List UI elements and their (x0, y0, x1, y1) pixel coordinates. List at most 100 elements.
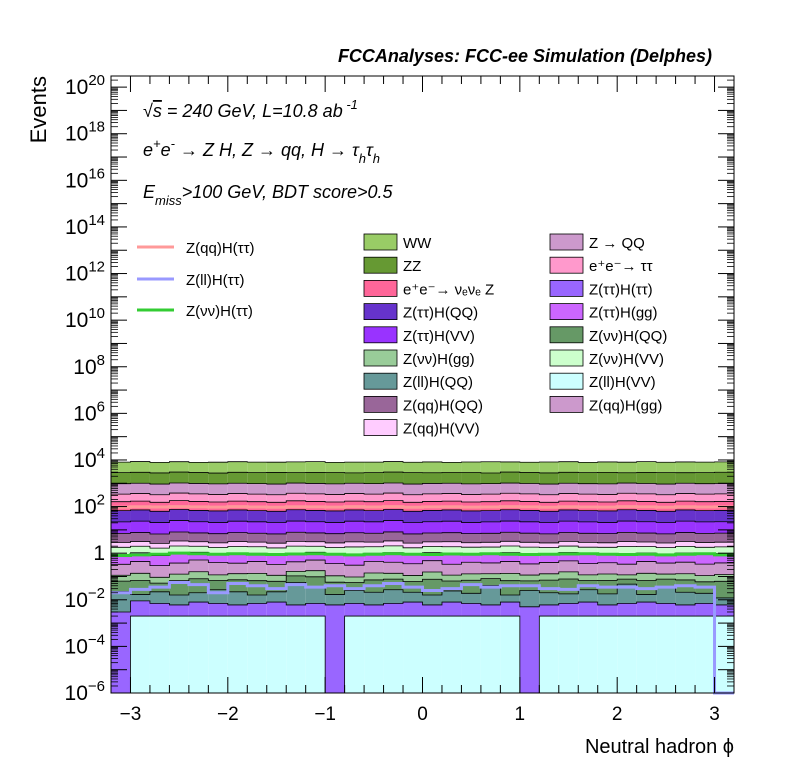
legend-label: ZZ (403, 258, 421, 275)
bin-bar (208, 494, 228, 503)
bin-outline (111, 509, 734, 512)
bin-bar (266, 555, 287, 565)
bin-bar (325, 510, 345, 523)
bin-bar (480, 533, 501, 543)
bin-bar (714, 542, 734, 547)
y-tick-base: 10 (73, 356, 96, 379)
bin-bar (558, 532, 579, 542)
bin-bar (286, 571, 306, 576)
bin-bar (383, 545, 404, 553)
annotation-text: E (143, 182, 156, 202)
bin-bar (149, 591, 170, 604)
bin-bar (208, 554, 228, 563)
bin-bar (305, 560, 326, 571)
bin-bar (558, 541, 579, 547)
annotation-text: s (153, 101, 162, 121)
bin-bar (636, 553, 657, 562)
bin-bar (675, 509, 696, 522)
bin-bar (149, 494, 170, 503)
bin-bar (597, 461, 618, 473)
bin-bar (208, 510, 228, 523)
legend-label: Z(ττ)H(VV) (403, 328, 475, 345)
bin-bar (208, 580, 228, 590)
bin-bar (403, 462, 423, 473)
y-tick-base: 10 (65, 216, 88, 239)
legend-swatch-z-h-qq (549, 326, 584, 344)
bin-bar (714, 493, 734, 502)
bin-bar (636, 594, 657, 603)
bin-bar (695, 575, 715, 582)
bin-bar (286, 493, 306, 501)
bin-bar (519, 553, 540, 564)
bin-bar (169, 520, 189, 532)
bin-bar (675, 562, 696, 574)
y-tick-base: 10 (65, 309, 88, 332)
bin-bar (656, 563, 676, 575)
bin-bar (247, 510, 267, 522)
legend-label: e⁺e⁻→ ττ (589, 258, 653, 275)
bin-bar (656, 579, 676, 587)
y-tick-exponent: 8 (97, 352, 105, 369)
bin-bar (383, 493, 404, 501)
bin-bar (169, 595, 189, 605)
bin-bar (286, 472, 306, 484)
bin-bar (441, 590, 462, 603)
legend-label: Z(qq)H(gg) (589, 397, 662, 414)
bin-bar (480, 521, 501, 534)
bin-bar (695, 483, 715, 495)
bin-bar (675, 616, 696, 693)
bin-bar (675, 541, 696, 547)
bin-bar (344, 565, 365, 578)
bin-bar (149, 603, 170, 617)
bin-bar (480, 483, 501, 495)
y-tick-exponent: 16 (88, 165, 105, 182)
bin-bar (247, 580, 267, 596)
bin-bar (247, 462, 267, 473)
bin-bar (519, 483, 540, 494)
bin-bar (539, 533, 559, 543)
y-tick-label: 102 (73, 492, 105, 519)
bin-bar (149, 511, 170, 523)
bin-bar (500, 616, 520, 693)
bin-bar (558, 461, 579, 473)
bin-bar (636, 510, 657, 522)
bin-bar (325, 462, 345, 473)
bin-bar (149, 472, 170, 485)
bin-bar (500, 545, 520, 553)
bin-bar (208, 574, 228, 581)
bin-bar (111, 564, 131, 576)
bin-bar (558, 483, 579, 494)
bin-bar (364, 616, 384, 693)
bin-outline (111, 559, 734, 567)
bin-bar (461, 603, 481, 617)
bin-bar (461, 553, 481, 563)
bin-bar (149, 543, 170, 549)
bin-bar (539, 511, 559, 523)
y-tick-exponent: 12 (88, 259, 105, 276)
bin-bar (169, 541, 189, 547)
bin-bar (617, 579, 637, 585)
y-tick-base: 10 (73, 402, 96, 425)
bin-bar (169, 461, 189, 473)
bin-bar (578, 547, 598, 555)
bin-bar (480, 585, 501, 605)
bin-bar (227, 563, 248, 574)
bin-bar (208, 562, 228, 575)
bin-bar (403, 511, 423, 523)
bin-bar (169, 574, 189, 581)
bin-bar (461, 472, 481, 484)
bin-bar (461, 494, 481, 503)
bin-bar (266, 494, 287, 503)
bin-bar (422, 510, 442, 522)
bin-bar (286, 546, 306, 553)
bin-bar (695, 472, 715, 484)
bin-bar (539, 573, 559, 581)
legend-label: Z(ττ)H(QQ) (403, 305, 478, 322)
bin-bar (286, 521, 306, 533)
bin-bar (422, 571, 442, 580)
bin-bar (636, 493, 657, 502)
bin-bar (130, 483, 150, 494)
histogram-z-h-vv (111, 520, 734, 535)
bin-bar (597, 472, 618, 484)
bin-bar (500, 483, 520, 494)
